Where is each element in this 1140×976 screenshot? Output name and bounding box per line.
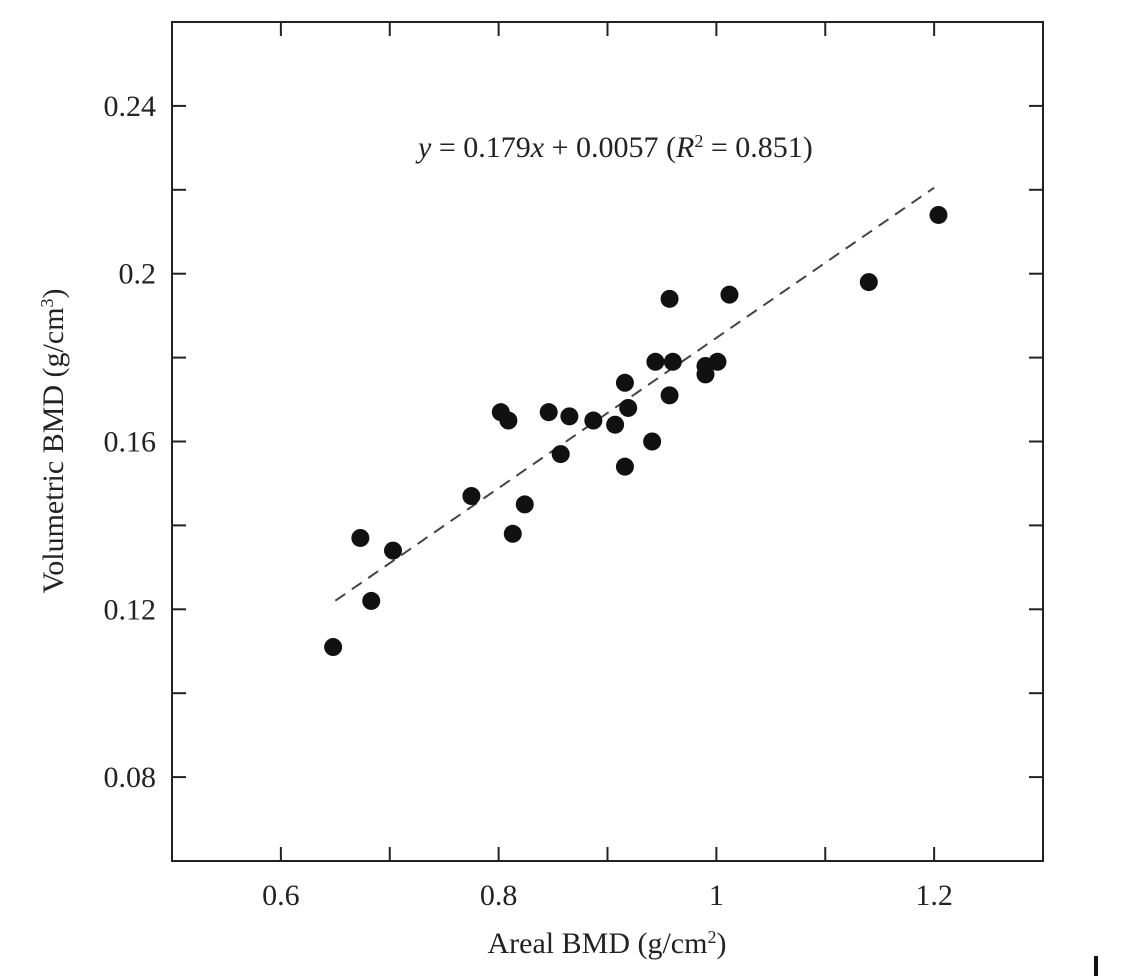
y-axis-title-main: Volumetric BMD (g/cm: [37, 307, 70, 593]
eq-y: y: [415, 131, 432, 164]
data-point: [720, 285, 739, 304]
y-axis-title-close: ): [37, 288, 70, 298]
y-tick-label: 0.08: [104, 761, 157, 794]
x-tick-label: 1: [709, 879, 724, 912]
data-point: [619, 398, 638, 417]
axis-tick-labels: 0.6 0.8 1 1.2 0.08 0.12 0.16 0.2 0.24: [104, 90, 953, 912]
data-point: [859, 273, 878, 292]
data-point: [462, 487, 481, 506]
x-tick-label: 0.8: [480, 879, 518, 912]
eq-part2: + 0.0057 (: [544, 131, 676, 164]
data-point: [708, 352, 727, 371]
data-point: [929, 205, 948, 224]
data-point: [584, 411, 603, 430]
eq-part1: = 0.179: [431, 131, 530, 164]
y-tick-label: 0.12: [104, 593, 157, 626]
x-axis-title: Areal BMD (g/cm2): [488, 927, 727, 960]
x-axis-title-sup: 2: [707, 927, 716, 947]
data-point: [606, 415, 625, 434]
data-point: [551, 445, 570, 464]
eq-part3: = 0.851): [703, 131, 812, 164]
regression-line: [334, 186, 935, 602]
data-point: [362, 591, 381, 610]
data-point: [643, 432, 662, 451]
y-tick-label: 0.16: [104, 426, 157, 459]
x-tick-label: 0.6: [262, 879, 300, 912]
stray-mark: [1094, 956, 1098, 976]
data-points: [324, 205, 948, 657]
data-point: [660, 386, 679, 405]
axis-ticks: [172, 22, 1043, 861]
data-point: [539, 403, 558, 422]
data-point: [324, 638, 343, 657]
x-axis-title-main: Areal BMD (g/cm: [488, 927, 708, 960]
data-point: [384, 541, 403, 560]
data-point: [660, 289, 679, 308]
data-point: [615, 457, 634, 476]
y-tick-label: 0.24: [104, 90, 157, 123]
y-tick-label: 0.2: [119, 258, 157, 291]
regression-equation: y = 0.179x + 0.0057 (R2 = 0.851): [415, 131, 813, 164]
x-tick-label: 1.2: [915, 879, 953, 912]
y-axis-title: Volumetric BMD (g/cm3): [37, 288, 70, 593]
eq-r: R: [675, 131, 694, 164]
data-point: [503, 524, 522, 543]
y-axis-title-sup: 3: [37, 298, 57, 307]
x-axis-title-close: ): [716, 927, 726, 960]
data-point: [663, 352, 682, 371]
eq-x: x: [530, 131, 545, 164]
data-point: [351, 528, 370, 547]
data-point: [696, 365, 715, 384]
data-point: [560, 407, 579, 426]
data-point: [515, 495, 534, 514]
data-point: [646, 352, 665, 371]
data-point: [499, 411, 518, 430]
data-point: [615, 373, 634, 392]
eq-r-sup: 2: [694, 131, 703, 151]
